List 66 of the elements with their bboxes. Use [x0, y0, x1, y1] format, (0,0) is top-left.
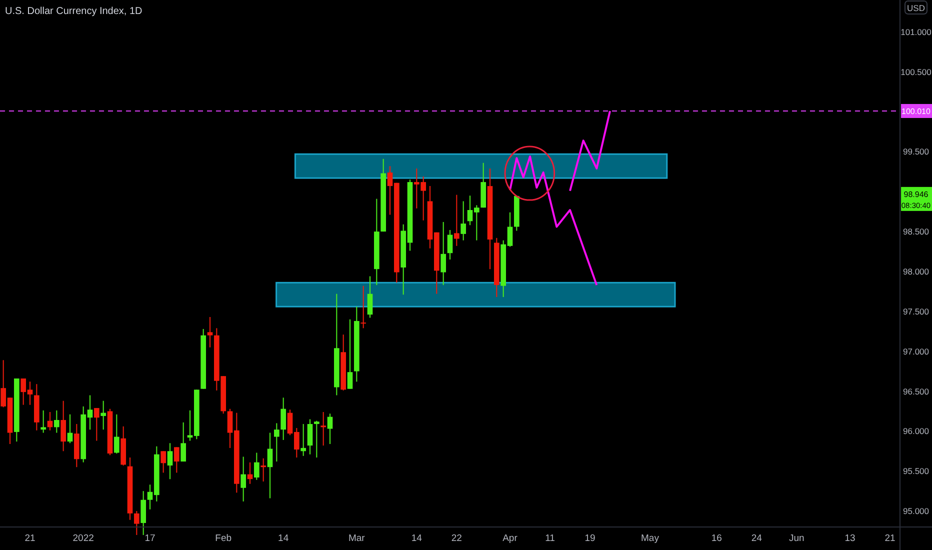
- candlestick: [307, 418, 313, 455]
- text: 98.946: [904, 190, 929, 199]
- candlestick: [367, 276, 373, 318]
- candlestick: [320, 412, 326, 446]
- ref-line-label: 100.010: [902, 106, 932, 116]
- candlestick: [240, 456, 246, 502]
- candlestick: [167, 442, 173, 480]
- y-tick-label: 96.000: [903, 426, 930, 436]
- candlestick: [140, 490, 146, 536]
- candlestick: [40, 410, 46, 434]
- x-tick-label: 14: [278, 533, 289, 544]
- text: U.S. Dollar Currency Index, 1D: [5, 6, 142, 17]
- x-tick-label: 19: [584, 533, 596, 544]
- x-tick-label: Jun: [789, 533, 804, 544]
- text: USD: [907, 3, 925, 13]
- y-tick-label: 99.500: [903, 146, 930, 157]
- y-tick-label: 100.500: [900, 66, 932, 77]
- y-tick-label: 98.500: [903, 226, 930, 237]
- x-tick-label: May: [641, 533, 660, 544]
- line-series: [509, 156, 598, 286]
- x-tick-label: Apr: [502, 533, 518, 544]
- x-tick-label: 17: [144, 533, 156, 544]
- y-tick-label: 97.500: [903, 306, 930, 316]
- candlestick: [360, 285, 366, 329]
- x-tick-label: 21: [24, 533, 36, 544]
- x-tick-label: 14: [411, 533, 422, 544]
- x-tick-label: Feb: [215, 533, 232, 544]
- candlestick: [327, 413, 333, 444]
- candlestick: [274, 422, 280, 462]
- candlestick: [314, 420, 320, 458]
- y-tick-label: 96.500: [903, 386, 930, 396]
- candlestick: [114, 414, 120, 454]
- x-tick-label: 22: [451, 533, 462, 544]
- x-tick-label: 2022: [72, 533, 94, 544]
- x-tick-label: 21: [884, 533, 896, 544]
- y-tick-label: 95.000: [903, 506, 930, 516]
- x-tick-label: 16: [711, 533, 722, 544]
- candlestick: [267, 432, 273, 499]
- candlestick: [100, 400, 106, 430]
- y-tick-label: 101.000: [900, 26, 932, 37]
- candlestick: [447, 229, 453, 260]
- candlestick: [94, 408, 100, 442]
- candlestick: [440, 221, 446, 286]
- candlestick: [300, 423, 306, 456]
- candlestick: [60, 400, 66, 452]
- y-tick-label: 97.000: [903, 346, 930, 356]
- x-tick-label: 11: [545, 533, 555, 544]
- line-series: [569, 110, 611, 192]
- x-tick-label: 24: [751, 533, 762, 544]
- candlestick: [54, 410, 60, 434]
- candlestick: [207, 316, 213, 348]
- candlestick: [460, 200, 466, 241]
- candlestick: [180, 422, 186, 462]
- candlestick: [454, 194, 460, 246]
- x-tick-label: Mar: [348, 533, 365, 544]
- candlestick: [174, 446, 180, 474]
- candlestick: [347, 318, 353, 390]
- candlestick: [254, 452, 260, 480]
- candlestick: [67, 414, 73, 444]
- x-tick-label: 13: [844, 533, 856, 544]
- y-tick-label: 98.000: [903, 266, 930, 276]
- candlestick: [280, 397, 286, 440]
- y-tick-label: 95.500: [903, 466, 930, 476]
- candlestick: [160, 450, 166, 474]
- candlestick: [260, 458, 266, 482]
- candlestick: [134, 510, 140, 536]
